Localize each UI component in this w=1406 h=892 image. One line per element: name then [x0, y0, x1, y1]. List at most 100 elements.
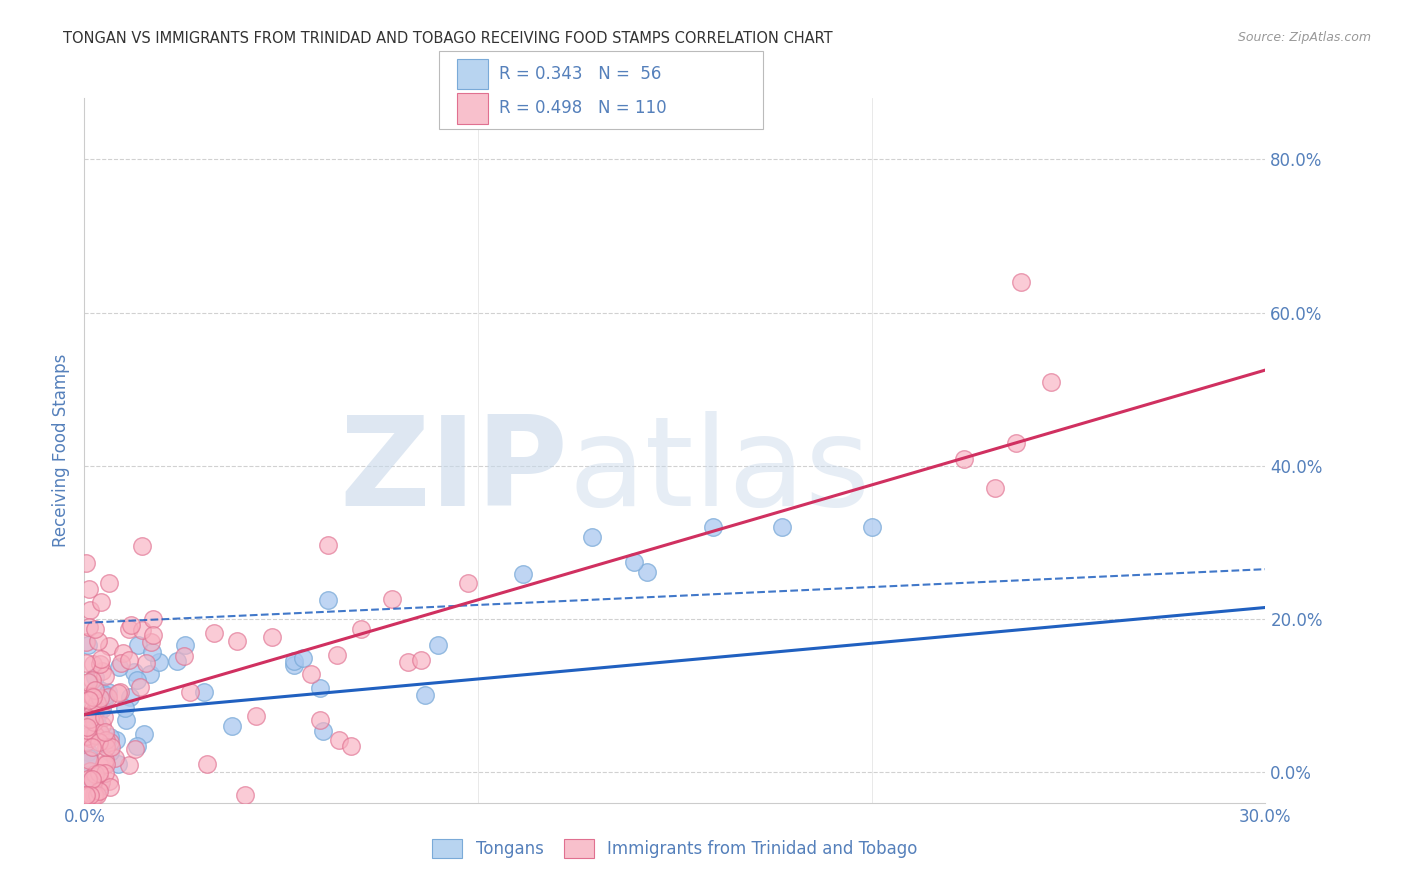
Point: [93, 756, 115, 771]
Point: [125, 739, 148, 753]
Point: [581, 530, 603, 544]
Point: [89, 779, 111, 793]
Point: [76, 720, 98, 734]
Point: [173, 648, 195, 663]
Point: [87, 719, 110, 733]
Point: [79, 775, 101, 789]
Point: [174, 638, 197, 652]
Point: [89, 657, 111, 671]
Point: [80, 739, 103, 754]
Point: [100, 740, 122, 755]
Point: [107, 660, 129, 674]
Point: [79, 764, 101, 778]
Point: [76, 788, 98, 802]
Point: [396, 655, 419, 669]
Point: [86, 633, 108, 648]
Point: [124, 742, 146, 756]
Point: [117, 623, 139, 637]
Point: [97, 690, 120, 704]
Point: [166, 654, 188, 668]
Point: [120, 617, 142, 632]
Point: [122, 665, 145, 679]
Point: [75, 656, 97, 670]
Point: [299, 666, 322, 681]
Point: [77, 745, 100, 759]
Point: [702, 520, 724, 534]
Point: [131, 540, 153, 554]
Point: [233, 788, 256, 802]
Point: [77, 772, 100, 786]
Point: [141, 645, 163, 659]
Point: [83, 788, 105, 802]
Point: [80, 719, 103, 733]
Point: [117, 758, 139, 772]
Point: [83, 788, 105, 802]
Point: [107, 756, 129, 771]
Point: [193, 685, 215, 699]
Point: [225, 634, 247, 648]
Point: [111, 646, 134, 660]
Text: TONGAN VS IMMIGRANTS FROM TRINIDAD AND TOBAGO RECEIVING FOOD STAMPS CORRELATION : TONGAN VS IMMIGRANTS FROM TRINIDAD AND T…: [63, 31, 832, 46]
Point: [76, 675, 98, 690]
Point: [80, 673, 103, 687]
Point: [79, 712, 101, 726]
Point: [94, 733, 117, 747]
Point: [115, 713, 138, 727]
Text: atlas: atlas: [568, 411, 870, 533]
Point: [89, 683, 111, 698]
Point: [80, 708, 103, 723]
Point: [457, 575, 479, 590]
Point: [79, 773, 101, 788]
Point: [770, 520, 793, 534]
Point: [283, 654, 305, 668]
Point: [108, 685, 131, 699]
Point: [512, 567, 534, 582]
Point: [76, 723, 98, 738]
Point: [98, 730, 121, 744]
Point: [623, 555, 645, 569]
Point: [94, 757, 117, 772]
Point: [90, 595, 112, 609]
Point: [128, 680, 150, 694]
Point: [97, 684, 120, 698]
Point: [291, 650, 314, 665]
Point: [127, 638, 149, 652]
Point: [86, 706, 108, 721]
Text: Source: ZipAtlas.com: Source: ZipAtlas.com: [1237, 31, 1371, 45]
Point: [84, 767, 107, 781]
Point: [84, 705, 107, 719]
Point: [98, 735, 121, 749]
Point: [83, 714, 105, 729]
Point: [77, 714, 100, 729]
Point: [1040, 375, 1063, 389]
Point: [90, 652, 112, 666]
Point: [97, 774, 120, 789]
Point: [91, 718, 114, 732]
Point: [83, 670, 105, 684]
Point: [409, 653, 432, 667]
Point: [862, 520, 884, 534]
Point: [94, 752, 117, 766]
Point: [104, 750, 127, 764]
Point: [79, 731, 101, 745]
Point: [202, 625, 225, 640]
Point: [83, 704, 105, 718]
Point: [104, 733, 127, 747]
Point: [179, 685, 201, 699]
Point: [82, 773, 104, 788]
Point: [82, 657, 104, 671]
Point: [93, 710, 115, 724]
Point: [381, 591, 404, 606]
Point: [318, 538, 340, 552]
Point: [89, 784, 111, 798]
Point: [79, 688, 101, 702]
Point: [79, 603, 101, 617]
Point: [96, 688, 118, 702]
Point: [79, 751, 101, 765]
Point: [77, 755, 100, 769]
Point: [82, 690, 104, 704]
Point: [312, 723, 335, 738]
Point: [75, 788, 97, 802]
Point: [98, 640, 121, 654]
Point: [83, 622, 105, 636]
